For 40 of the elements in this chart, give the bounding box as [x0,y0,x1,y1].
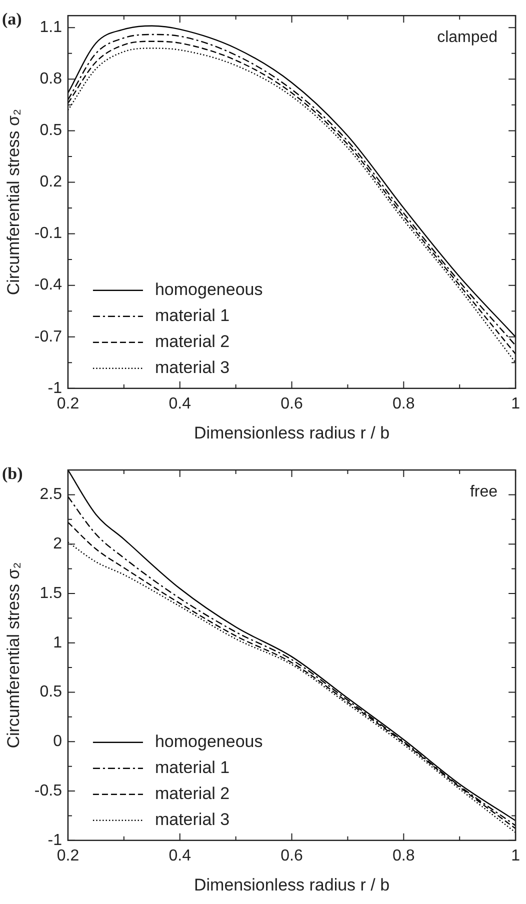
legend-label: material 3 [154,810,230,830]
legend-label: material 1 [154,306,230,326]
x-tick-label: 1 [511,847,520,864]
y-tick-label: 0.2 [40,174,62,191]
legend-label: material 2 [154,332,230,352]
legend-label: material 3 [154,358,230,378]
x-tick-label: 0.4 [168,395,192,412]
y-tick-label: 0.8 [40,70,62,88]
y-tick-label: 1.1 [40,19,62,36]
x-tick-label: 0.6 [280,395,303,412]
legend-label: homogeneous [154,280,263,300]
annotation: free [470,483,498,500]
legend-label: material 1 [154,758,230,778]
y-tick-label: -0.1 [34,225,62,242]
y-tick-label: 0.5 [40,122,62,140]
x-tick-label: 0.4 [168,847,192,864]
y-tick-label: 0 [53,733,62,750]
y-tick-label: -1 [48,832,62,849]
x-tick-label: 0.6 [280,847,303,864]
y-tick-label: 1.5 [40,584,62,602]
y-tick-label: -1 [48,380,62,397]
y-tick-label: 2.5 [40,486,62,504]
chart-title: (a) [2,9,22,28]
y-axis-title: Circumferential stress σ₂ [4,562,23,748]
y-tick-label: -0.4 [34,276,62,294]
y-tick-label: 0.5 [40,684,62,701]
x-tick-label: 1 [511,395,520,412]
x-tick-label: 0.8 [392,847,415,864]
x-axis-title: Dimensionless radius r / b [194,875,390,894]
x-tick-label: 0.8 [392,395,415,412]
legend-label: homogeneous [154,732,263,752]
y-tick-label: 1 [53,634,62,652]
y-tick-label: -0.7 [34,328,62,346]
legend-label: material 2 [154,784,230,804]
y-tick-label: -0.5 [34,782,62,800]
y-axis-title: Circumferential stress σ₂ [4,108,23,296]
x-axis-title: Dimensionless radius r / b [194,423,390,442]
y-tick-label: 2 [53,535,62,552]
chart-title: (b) [2,464,23,483]
annotation: clamped [437,29,498,46]
